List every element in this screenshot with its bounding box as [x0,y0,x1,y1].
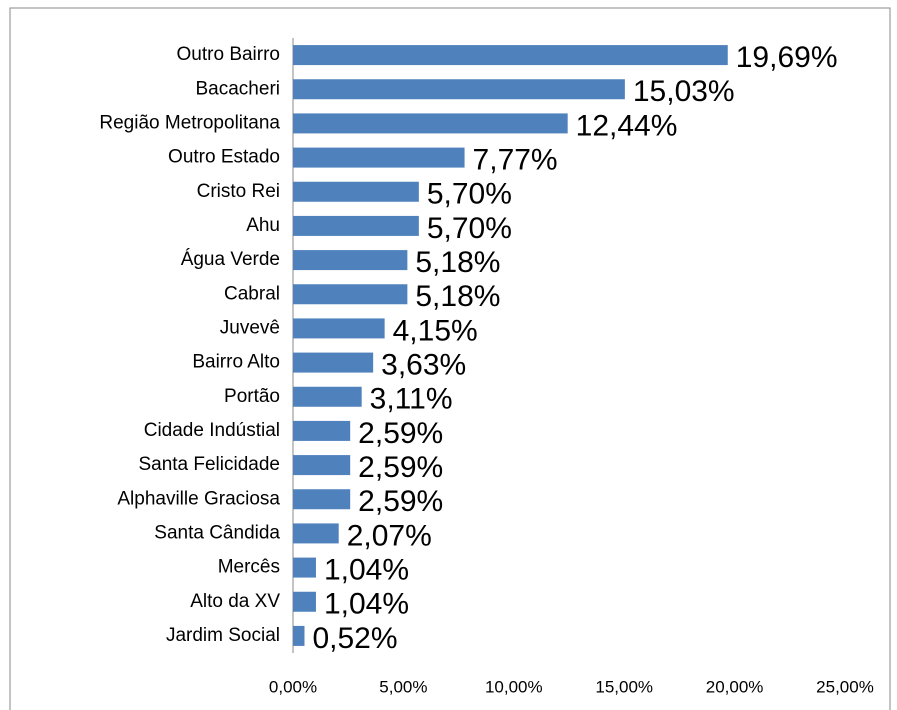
bar [293,489,351,510]
data-label: 0,52% [312,622,397,655]
y-tick-label: Portão [224,386,280,407]
data-label: 5,70% [427,178,512,211]
bar [293,215,419,236]
bar [293,591,316,612]
data-label: 19,69% [736,41,838,74]
y-tick-label: Alto da XV [190,591,280,612]
y-tick-label: Santa Felicidade [138,454,280,475]
x-tick-label: 15,00% [595,677,653,696]
bar [293,318,385,339]
data-label: 7,77% [473,144,558,177]
y-tick-label: Juvevê [220,317,280,338]
y-tick-label: Cidade Indústial [144,420,280,441]
x-tick-label: 20,00% [706,677,764,696]
y-tick-label: Cristo Rei [197,181,280,202]
data-label: 1,04% [324,588,409,621]
data-label: 15,03% [633,75,735,108]
y-tick-label: Outro Estado [168,147,280,168]
y-tick-label: Água Verde [181,249,280,270]
data-label: 3,63% [381,349,466,382]
y-tick-label: Jardim Social [166,625,280,646]
data-label: 1,04% [324,554,409,587]
bar [293,557,316,578]
bar [293,147,465,168]
y-tick-label: Outro Bairro [177,44,280,65]
data-label: 12,44% [576,109,678,142]
x-tick-label: 5,00% [379,677,427,696]
bar [293,113,568,134]
data-label: 2,59% [358,451,443,484]
bar [293,79,625,100]
data-label: 2,59% [358,485,443,518]
data-label: 3,11% [370,383,453,416]
bar [293,181,419,202]
data-label: 5,18% [415,246,500,279]
bar [293,250,408,271]
y-tick-label: Mercês [218,557,280,578]
data-label: 4,15% [393,314,478,347]
y-tick-label: Alphaville Graciosa [117,488,280,509]
data-label: 2,07% [347,519,432,552]
data-label: 5,70% [427,212,512,245]
bar [293,386,362,407]
bar [293,625,305,646]
chart-border [9,7,891,710]
x-tick-label: 0,00% [269,677,317,696]
data-label: 2,59% [358,417,443,450]
y-tick-label: Cabral [224,283,280,304]
bar [293,284,408,305]
x-tick-label: 10,00% [485,677,543,696]
y-tick-label: Bacacheri [196,78,281,99]
x-tick-label: 25,00% [816,677,874,696]
bar [293,45,728,66]
bar [293,523,339,544]
y-tick-label: Santa Cândida [154,522,280,543]
bar [293,420,351,441]
y-tick-label: Bairro Alto [192,352,280,373]
bar [293,455,351,476]
data-label: 5,18% [415,280,500,313]
y-tick-label: Região Metropolitana [99,112,280,133]
y-tick-label: Ahu [246,215,280,236]
bar [293,352,374,373]
